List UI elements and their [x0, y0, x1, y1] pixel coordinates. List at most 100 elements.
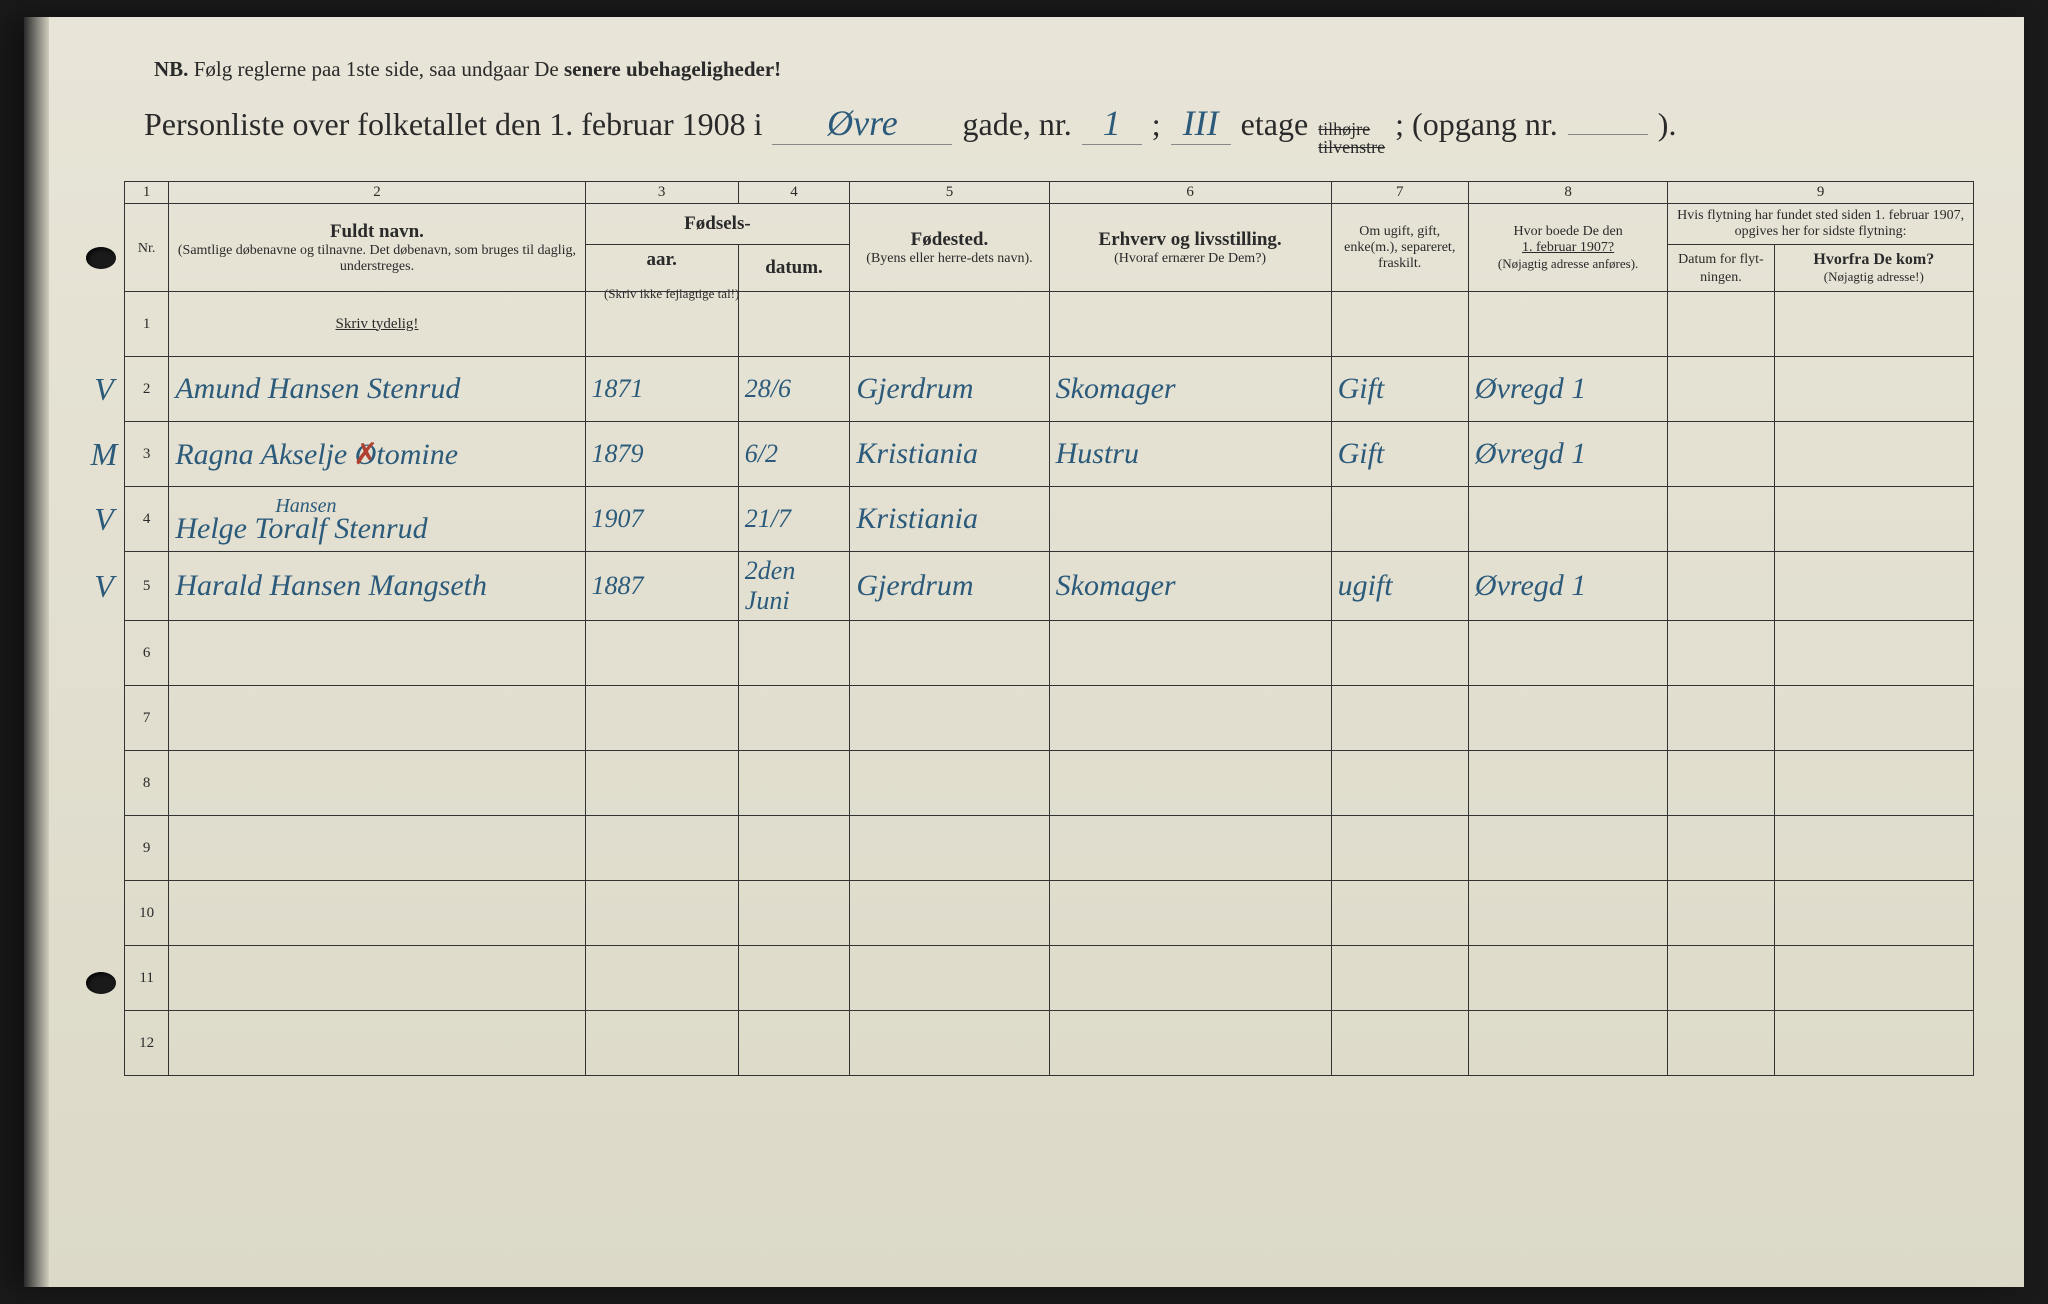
- census-table: 1 2 3 4 5 6 7 8 9 Nr. Fuldt navn. (Samtl…: [84, 181, 1974, 1076]
- nb-prefix: NB.: [154, 57, 188, 81]
- cell-marital: [1331, 816, 1468, 881]
- cell-address: [1468, 751, 1667, 816]
- cell-marital: [1331, 751, 1468, 816]
- col-3: 3: [585, 182, 738, 204]
- table-row: 1Skriv tydelig!: [84, 292, 1974, 357]
- row-number: 2: [124, 357, 168, 422]
- nb-text: Følg reglerne paa 1ste side, saa undgaar…: [194, 57, 559, 81]
- cell-date: 6/2: [738, 422, 850, 487]
- cell-marital: [1331, 881, 1468, 946]
- cell-name: HansenHelge Toralf Stenrud: [169, 487, 585, 552]
- cell-hvorfra: [1774, 946, 1973, 1011]
- cell-flyt-date: [1668, 686, 1774, 751]
- row-number: 4: [124, 487, 168, 552]
- cell-year: [585, 946, 738, 1011]
- row-number: 7: [124, 686, 168, 751]
- cell-occupation: Skomager: [1049, 552, 1331, 621]
- cell-address: [1468, 487, 1667, 552]
- header-flytning: Hvis flytning har fundet sted siden 1. f…: [1668, 204, 1974, 245]
- cell-date: [738, 621, 850, 686]
- table-row: V2Amund Hansen Stenrud187128/6GjerdrumSk…: [84, 357, 1974, 422]
- cell-birthplace: Gjerdrum: [850, 552, 1049, 621]
- row-margin: [84, 881, 124, 946]
- cell-birthplace: [850, 751, 1049, 816]
- cell-flyt-date: [1668, 487, 1774, 552]
- cell-address: [1468, 1011, 1667, 1076]
- cell-flyt-date: [1668, 621, 1774, 686]
- nb-bold: senere ubehageligheder!: [564, 57, 781, 81]
- cell-marital: Gift: [1331, 357, 1468, 422]
- cell-year: 1871: [585, 357, 738, 422]
- opgang-label: ; (opgang nr.: [1395, 106, 1558, 143]
- strike-bottom: tilvenstre: [1318, 138, 1385, 156]
- cell-flyt-date: [1668, 946, 1774, 1011]
- cell-name: [169, 751, 585, 816]
- table-header: 1 2 3 4 5 6 7 8 9 Nr. Fuldt navn. (Samtl…: [84, 182, 1974, 292]
- punch-hole-top: [86, 247, 116, 269]
- cell-flyt-date: [1668, 422, 1774, 487]
- col-4: 4: [738, 182, 850, 204]
- gade-nr-hw: 1: [1082, 102, 1142, 145]
- cell-date: [738, 816, 850, 881]
- row-number: 3: [124, 422, 168, 487]
- cell-marital: [1331, 621, 1468, 686]
- cell-address: [1468, 621, 1667, 686]
- cell-hvorfra: [1774, 422, 1973, 487]
- cell-year: 1887: [585, 552, 738, 621]
- row-number: 1: [124, 292, 168, 357]
- cell-marital: [1331, 1011, 1468, 1076]
- cell-flyt-date: [1668, 751, 1774, 816]
- table-row: V4HansenHelge Toralf Stenrud190721/7Kris…: [84, 487, 1974, 552]
- cell-name: [169, 816, 585, 881]
- col-5: 5: [850, 182, 1049, 204]
- row-number: 9: [124, 816, 168, 881]
- row-margin: [84, 816, 124, 881]
- cell-occupation: [1049, 686, 1331, 751]
- cell-date: [738, 292, 850, 357]
- cell-address: Øvregd 1: [1468, 552, 1667, 621]
- cell-occupation: [1049, 946, 1331, 1011]
- cell-birthplace: [850, 881, 1049, 946]
- cell-hvorfra: [1774, 1011, 1973, 1076]
- cell-address: Øvregd 1: [1468, 422, 1667, 487]
- cell-flyt-date: [1668, 292, 1774, 357]
- cell-hvorfra: [1774, 751, 1973, 816]
- col-6: 6: [1049, 182, 1331, 204]
- title-main: Personliste over folketallet den 1. febr…: [144, 106, 762, 143]
- cell-occupation: [1049, 621, 1331, 686]
- cell-date: [738, 751, 850, 816]
- cell-year: [585, 881, 738, 946]
- header-erhverv: Erhverv og livsstilling. (Hvoraf ernærer…: [1049, 204, 1331, 292]
- nb-notice: NB. Følg reglerne paa 1ste side, saa und…: [154, 57, 1974, 82]
- cell-birthplace: [850, 621, 1049, 686]
- header-hvor-boede: Hvor boede De den 1. februar 1907? (Nøja…: [1468, 204, 1667, 292]
- cell-address: Øvregd 1: [1468, 357, 1667, 422]
- cell-name: Amund Hansen Stenrud: [169, 357, 585, 422]
- close-paren: ).: [1658, 106, 1677, 143]
- cell-flyt-date: [1668, 881, 1774, 946]
- cell-address: [1468, 686, 1667, 751]
- cell-hvorfra: [1774, 816, 1973, 881]
- table-row: 9: [84, 816, 1974, 881]
- cell-marital: [1331, 487, 1468, 552]
- table-row: V5Harald Hansen Mangseth18872den JuniGje…: [84, 552, 1974, 621]
- binding-edge: [24, 17, 49, 1287]
- row-margin: [84, 686, 124, 751]
- cell-occupation: Skomager: [1049, 357, 1331, 422]
- table-row: M3Ragna Akselje Otomine✗18796/2Kristiani…: [84, 422, 1974, 487]
- cell-address: [1468, 816, 1667, 881]
- row-margin: [84, 1011, 124, 1076]
- cell-address: [1468, 881, 1667, 946]
- row-number: 8: [124, 751, 168, 816]
- header-datum-flyt: Datum for flyt-ningen.: [1668, 245, 1774, 292]
- table-row: 12: [84, 1011, 1974, 1076]
- header-ugift: Om ugift, gift, enke(m.), separeret, fra…: [1331, 204, 1468, 292]
- row-number: 6: [124, 621, 168, 686]
- header-hvorfra: Hvorfra De kom? (Nøjagtig adresse!): [1774, 245, 1973, 292]
- cell-address: [1468, 946, 1667, 1011]
- row-number: 12: [124, 1011, 168, 1076]
- header-fodsels: Fødsels-: [585, 204, 850, 245]
- cell-birthplace: Kristiania: [850, 422, 1049, 487]
- cell-marital: ugift: [1331, 552, 1468, 621]
- strike-top: tilhøjre: [1318, 120, 1385, 138]
